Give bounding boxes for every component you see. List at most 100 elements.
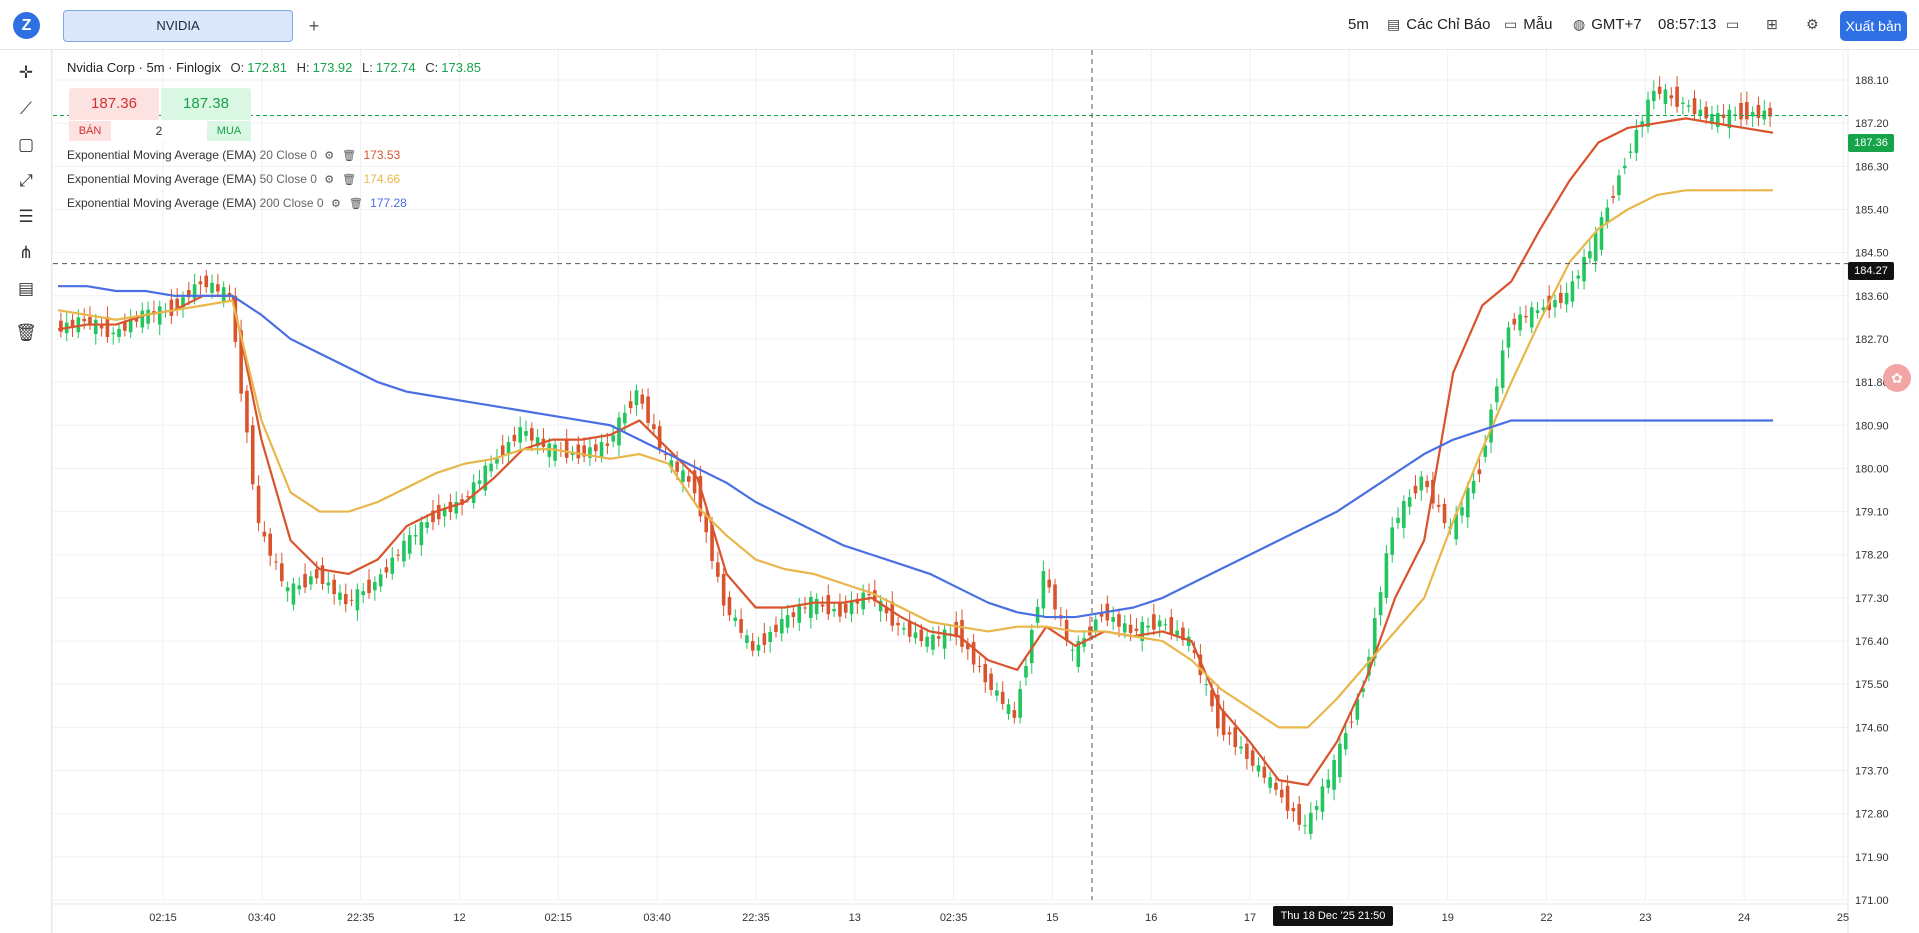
candle-body [1628,151,1633,153]
buy-button[interactable]: 187.38 [161,88,251,120]
candle-body [966,643,970,650]
tab-nvidia[interactable]: NVIDIA [63,10,293,42]
add-tab-button[interactable]: + [308,16,320,36]
candle-body [1018,689,1022,718]
candle-body [1216,694,1220,729]
trash-icon[interactable]: 🗑 [342,149,357,162]
candle-body [373,582,377,591]
text-note-icon[interactable]: ▤ [17,279,35,299]
candle-body [524,431,528,436]
assistant-icon[interactable]: ✿ [1883,364,1911,392]
trend-line-icon[interactable]: ⟋ [20,99,32,119]
candle-body [1692,98,1697,115]
candle-body [1710,114,1714,125]
price-chart[interactable]: 188.10 187.20 186.30 185.40 184.50 183.60 182.… [53,50,1919,933]
candle-body [82,318,86,322]
ema-20-legend: Exponential Moving Average (EMA) 20 Clos… [67,148,400,162]
candle-body [216,284,220,292]
sell-button[interactable]: 187.36 [69,88,159,120]
candle-body [681,470,685,482]
candle-body [396,554,400,556]
grid-icon[interactable]: ⊞ [1766,17,1778,33]
quantity-input[interactable]: 2 [111,121,207,141]
candle-body [791,612,796,618]
candle-body [832,608,836,612]
ema-value: 177.28 [370,196,407,210]
candle-body [1000,691,1005,704]
path-icon[interactable]: ⤢ [19,171,33,191]
fib-icon[interactable]: ☰ [18,207,34,227]
export-button[interactable]: Xuất bản [1840,11,1907,41]
crosshair-icon[interactable]: ✛ [18,63,34,83]
chart-area[interactable]: 188.10 187.20 186.30 185.40 184.50 183.60 182.… [53,50,1919,933]
candle-body [692,470,697,494]
candle-body [1268,777,1272,788]
gear-icon[interactable]: ⚙ [330,197,341,210]
gear-icon[interactable]: ⚙ [324,173,335,186]
candle-body [1454,513,1458,540]
crosshair-time-label: Thu 18 Dec '25 21:50 [1273,906,1393,926]
candle-body [1320,786,1325,812]
templates-button[interactable]: ▭ Mẫu [1504,14,1552,36]
candle-body [1460,507,1464,516]
candle-body [500,445,505,456]
y-tick-label: 188.10 [1855,75,1889,87]
sell-label[interactable]: BÁN [69,121,111,141]
timezone-label: GMT+7 [1591,16,1642,33]
candle-body [1146,625,1150,628]
template-icon: ▭ [1504,17,1518,33]
trash-icon[interactable]: 🗑 [342,173,357,186]
x-tick-label: 02:35 [940,912,968,924]
candle-body [1582,256,1586,282]
candle-body [1559,292,1563,303]
candle-body [954,621,958,638]
candle-body [506,442,511,454]
candle-body [332,579,336,595]
candle-body [1163,624,1168,626]
y-tick-label: 181.80 [1855,377,1889,389]
candle-body [1291,807,1296,812]
globe-icon: ◍ [1573,17,1586,33]
pitchfork-icon[interactable]: ⋔ [18,243,34,263]
candle-body [960,619,964,647]
gear-icon[interactable]: ⚙ [1806,17,1819,33]
trash-icon[interactable]: 🗑 [15,323,37,343]
candle-body [355,589,360,611]
app-logo-icon[interactable]: Z [13,12,40,39]
candle-body [204,275,209,288]
candle-body [1442,503,1447,524]
gear-icon[interactable]: ⚙ [324,149,335,162]
candle-body [1117,614,1121,627]
candle-body [471,482,476,503]
timezone-button[interactable]: ◍ GMT+7 [1573,14,1642,36]
indicators-button[interactable]: ▤ Các Chỉ Báo [1387,14,1490,36]
candle-body [146,309,150,324]
ema-value: 174.66 [363,172,401,186]
candle-body [1128,624,1133,633]
window-icon[interactable]: ▭ [1726,17,1740,33]
candle-body [1372,618,1377,659]
candle-body [111,332,116,335]
candle-body [1053,584,1057,610]
candle-body [1047,579,1052,588]
x-tick-label: 16 [1145,912,1157,924]
rectangle-icon[interactable]: ▢ [17,135,35,155]
candle-body [349,599,354,601]
candle-body [913,632,918,639]
y-tick-label: 179.10 [1855,507,1889,519]
ema-name: Exponential Moving Average (EMA) [67,148,257,162]
candle-body [436,504,441,520]
trash-icon[interactable]: 🗑 [348,197,363,210]
candle-body [1041,571,1046,609]
candle-body [1622,165,1627,169]
x-tick-label: 12 [453,912,465,924]
candle-body [1326,779,1331,788]
candle-body [1541,307,1546,311]
interval-button[interactable]: 5m [1348,16,1369,33]
candle-body [1750,112,1755,117]
candle-body [1407,497,1412,507]
candle-body [1599,217,1604,250]
candle-body [1152,614,1156,630]
y-tick-label: 174.60 [1855,722,1889,734]
buy-label[interactable]: MUA [207,121,251,141]
